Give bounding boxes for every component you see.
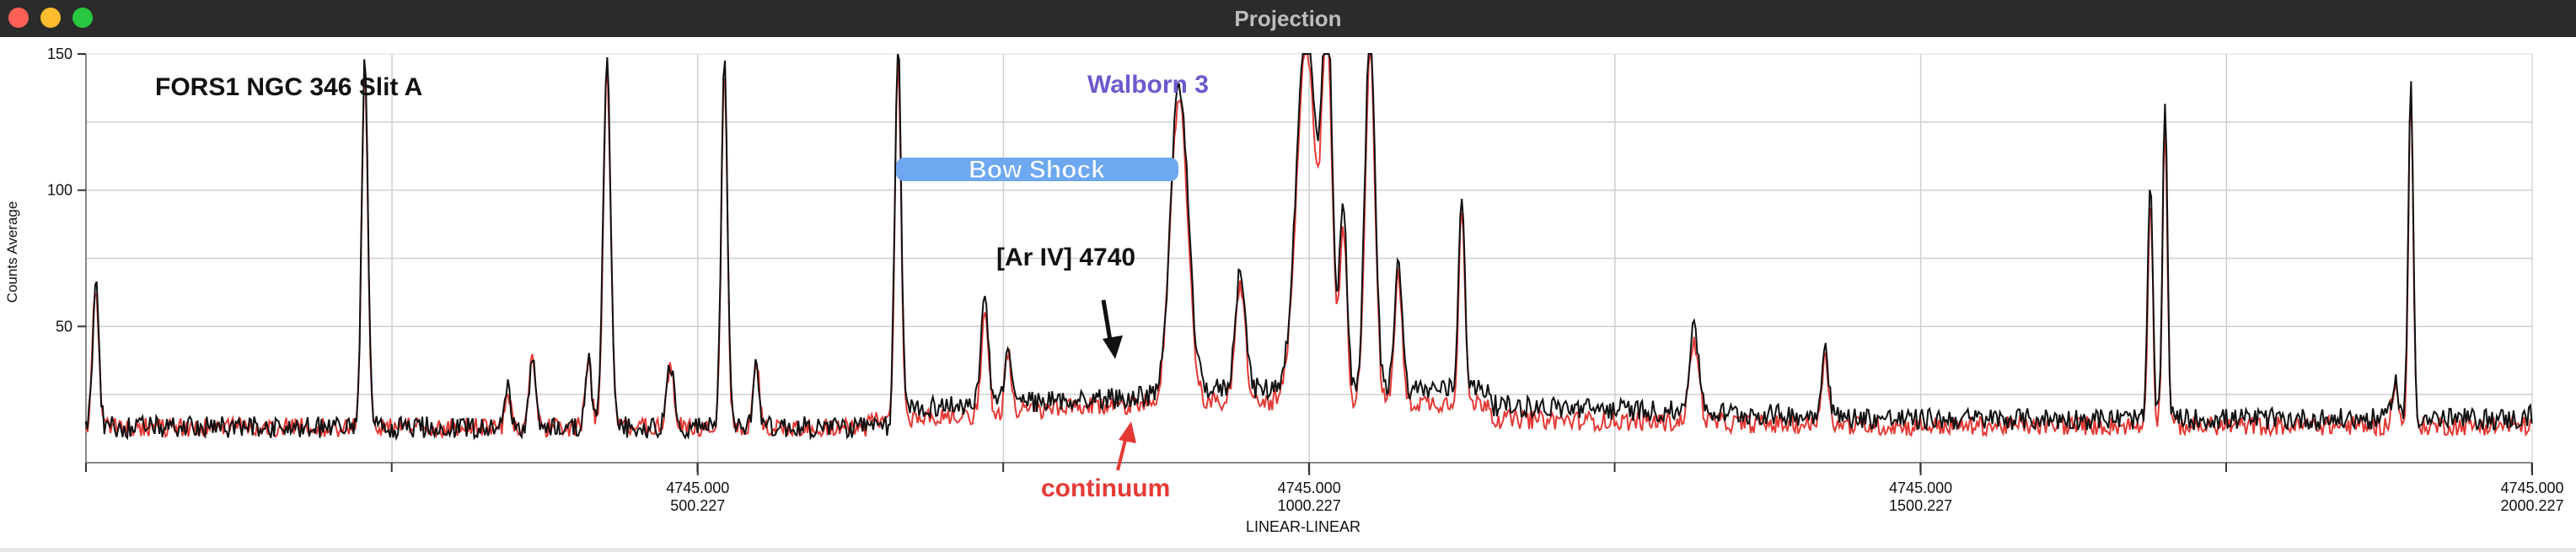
y-tick-label: 50 bbox=[56, 318, 72, 335]
x-tick-label-wavelength: 4745.000 bbox=[1278, 480, 1341, 496]
ar-iv-4740-label: [Ar IV] 4740 bbox=[996, 244, 1135, 271]
x-tick-label-wavelength: 4745.000 bbox=[2500, 480, 2563, 496]
x-tick-label-index: 2000.227 bbox=[2500, 497, 2563, 514]
y-axis-label: Counts Average bbox=[4, 201, 20, 303]
y-tick-label: 100 bbox=[47, 182, 72, 199]
x-axis-label: LINEAR-LINEAR bbox=[1246, 518, 1360, 535]
spectrum-plot[interactable]: 501001504745.000500.2274745.0001000.2274… bbox=[0, 37, 2576, 548]
chart-title: FORS1 NGC 346 Slit A bbox=[155, 73, 422, 101]
continuum-arrow-head bbox=[1119, 421, 1136, 443]
projection-chart[interactable]: 50 100 150 4745.000 500.227 4745.000 1000.227 4… bbox=[0, 37, 2576, 548]
minimize-window-button[interactable] bbox=[40, 8, 61, 28]
x-tick-label-index: 1500.227 bbox=[1889, 497, 1952, 514]
continuum-series-line bbox=[85, 53, 2533, 440]
grid-lines bbox=[86, 54, 2533, 463]
x-tick-label-wavelength: 4745.000 bbox=[1889, 480, 1952, 496]
spectrum-series bbox=[85, 53, 2533, 442]
annotations: FORS1 NGC 346 Slit A Counts Average LINE… bbox=[4, 71, 1360, 535]
ar-iv-arrow-head bbox=[1103, 335, 1123, 359]
bow-shock-label: Bow Shock bbox=[969, 156, 1105, 184]
window-titlebar: Projection bbox=[0, 0, 2576, 38]
y-tick-label: 150 bbox=[47, 46, 72, 62]
zoom-window-button[interactable] bbox=[72, 8, 93, 28]
close-window-button[interactable] bbox=[8, 8, 29, 28]
continuum-label: continuum bbox=[1041, 474, 1170, 502]
x-tick-label-index: 500.227 bbox=[670, 497, 725, 514]
spectrum-series-line bbox=[85, 53, 2533, 442]
bow-shock-bar bbox=[896, 158, 1178, 181]
x-tick-label-index: 1000.227 bbox=[1278, 497, 1341, 514]
walborn-3-label: Walborn 3 bbox=[1087, 71, 1209, 99]
x-tick-label-wavelength: 4745.000 bbox=[666, 480, 729, 496]
axis-ticks: 501001504745.000500.2274745.0001000.2274… bbox=[47, 46, 2564, 514]
window-title: Projection bbox=[1234, 6, 1342, 31]
